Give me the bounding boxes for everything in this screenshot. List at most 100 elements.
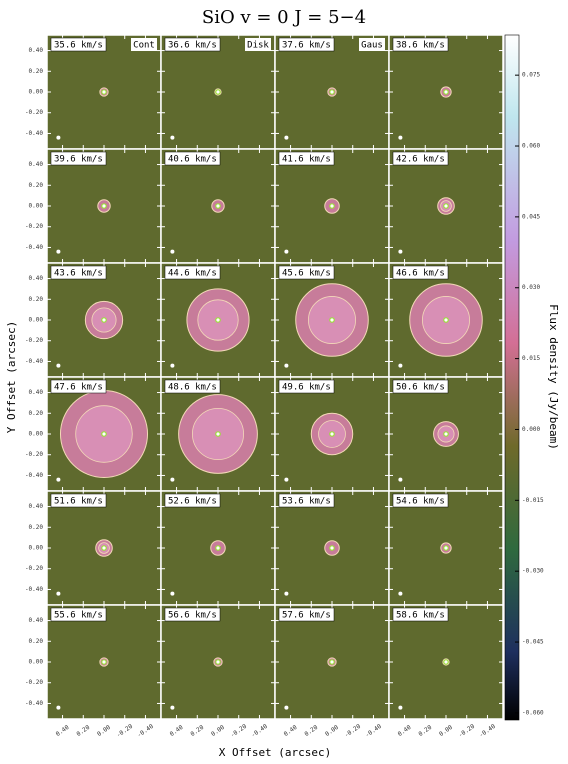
panel-label-box — [50, 607, 107, 622]
beam — [56, 591, 61, 596]
y-tick-label: 0.20 — [29, 524, 44, 531]
peak — [215, 659, 221, 665]
peak — [443, 431, 449, 437]
peak — [215, 317, 221, 323]
colorbar-tick-label: 0.045 — [522, 213, 540, 220]
y-tick-label: 0.40 — [29, 389, 44, 396]
panel-label: 36.6 km/s — [168, 41, 217, 51]
colorbar-tick-label: 0.000 — [522, 426, 540, 433]
peak — [443, 317, 449, 323]
peak — [101, 89, 107, 95]
colorbar-tick-label: 0.060 — [522, 143, 540, 150]
x-axis-label: X Offset (arcsec) — [219, 746, 332, 759]
peak — [101, 203, 107, 209]
panel-label: 41.6 km/s — [282, 155, 331, 165]
peak — [101, 317, 107, 323]
x-tick-label: 0.20 — [417, 724, 433, 738]
panel-label: 54.6 km/s — [396, 497, 445, 507]
panel-label-box — [164, 607, 221, 622]
beam — [284, 477, 289, 482]
peak — [215, 89, 221, 95]
y-tick-label: -0.20 — [25, 337, 43, 344]
panel-label-box — [50, 493, 107, 508]
x-tick-label: 0.20 — [303, 724, 319, 738]
peak — [215, 203, 221, 209]
tag-box — [245, 38, 271, 51]
y-tick-label: 0.00 — [29, 431, 44, 438]
colorbar-tick-label: 0.030 — [522, 284, 540, 291]
peak — [329, 545, 335, 551]
y-tick-label: 0.40 — [29, 617, 44, 624]
y-tick-label: -0.40 — [25, 586, 43, 593]
y-tick-label: -0.40 — [25, 244, 43, 251]
peak — [329, 203, 335, 209]
panel-label: 58.6 km/s — [396, 611, 445, 621]
colorbar-tick-label: -0.060 — [522, 709, 544, 716]
x-tick-label: 0.00 — [96, 724, 112, 738]
x-tick-label: -0.20 — [115, 723, 134, 739]
panel-label: 43.6 km/s — [54, 269, 103, 279]
panel-label-box — [392, 493, 449, 508]
panel-label-box — [50, 151, 107, 166]
colorbar-tick-label: -0.015 — [522, 497, 544, 504]
beam — [284, 705, 289, 710]
beam — [170, 705, 175, 710]
y-tick-label: -0.20 — [25, 109, 43, 116]
panel-label: 42.6 km/s — [396, 155, 445, 165]
panel-label: 52.6 km/s — [168, 497, 217, 507]
beam — [170, 477, 175, 482]
peak — [329, 659, 335, 665]
colorbar-tick-label: 0.075 — [522, 72, 540, 79]
panel-label: 38.6 km/s — [396, 41, 445, 51]
tag: Cont — [133, 41, 155, 51]
beam — [56, 705, 61, 710]
panel-label-box — [392, 37, 449, 52]
panel-label: 37.6 km/s — [282, 41, 331, 51]
y-tick-label: 0.40 — [29, 503, 44, 510]
y-tick-label: -0.20 — [25, 223, 43, 230]
beam — [170, 591, 175, 596]
panel-label: 47.6 km/s — [54, 383, 103, 393]
panel-label-box — [164, 493, 221, 508]
y-tick-label: -0.20 — [25, 565, 43, 572]
x-tick-label: 0.40 — [283, 724, 299, 738]
y-tick-label: 0.20 — [29, 410, 44, 417]
panel-label: 45.6 km/s — [282, 269, 331, 279]
y-tick-label: 0.40 — [29, 161, 44, 168]
peak — [215, 545, 221, 551]
panel-label: 39.6 km/s — [54, 155, 103, 165]
peak — [443, 659, 449, 665]
panel-label: 35.6 km/s — [54, 41, 103, 51]
beam — [170, 135, 175, 140]
panel-label: 49.6 km/s — [282, 383, 331, 393]
x-tick-label: -0.20 — [457, 723, 476, 739]
colorbar-tick-label: -0.045 — [522, 639, 544, 646]
x-tick-label: 0.40 — [397, 724, 413, 738]
colorbar-tick-label: -0.030 — [522, 568, 544, 575]
peak — [215, 431, 221, 437]
y-tick-label: 0.00 — [29, 203, 44, 210]
panel-label-box — [392, 379, 449, 394]
x-tick-label: 0.20 — [75, 724, 91, 738]
y-tick-label: -0.20 — [25, 451, 43, 458]
panel-label: 46.6 km/s — [396, 269, 445, 279]
panel-label-box — [278, 493, 335, 508]
y-tick-label: -0.40 — [25, 472, 43, 479]
peak — [329, 89, 335, 95]
panel-label-box — [164, 151, 221, 166]
beam — [398, 249, 403, 254]
colorbar — [504, 34, 520, 721]
y-axis-label: Y Offset (arcsec) — [5, 321, 18, 434]
panel-label: 48.6 km/s — [168, 383, 217, 393]
panel-label-box — [50, 265, 107, 280]
panel-label-box — [50, 379, 107, 394]
x-tick-label: 0.40 — [169, 724, 185, 738]
x-tick-label: 0.00 — [210, 724, 226, 738]
chart-title: SiO v = 0 J = 5−4 — [202, 7, 366, 28]
panel-label: 55.6 km/s — [54, 611, 103, 621]
panel-label: 51.6 km/s — [54, 497, 103, 507]
panel-label: 56.6 km/s — [168, 611, 217, 621]
peak — [329, 431, 335, 437]
y-tick-label: 0.00 — [29, 89, 44, 96]
